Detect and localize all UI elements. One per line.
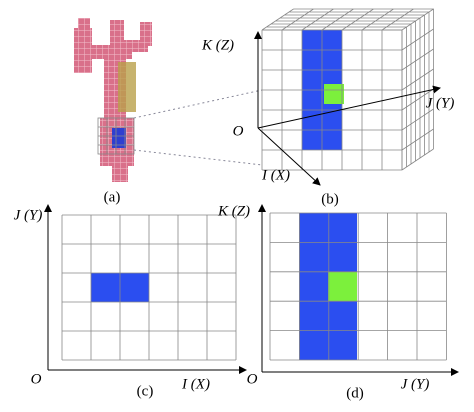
cube-front-grid: [261, 29, 403, 171]
axis-label: I (X): [261, 167, 290, 183]
origin-label: O: [31, 371, 42, 387]
axis-label: J (Y): [14, 207, 43, 223]
origin-label: O: [247, 371, 258, 387]
caption: (b): [321, 191, 339, 207]
grid-2d: [269, 212, 447, 361]
axis-label: K (Z): [217, 203, 250, 219]
axis: [257, 85, 441, 129]
axis: [257, 127, 321, 186]
axis-label: K (Z): [201, 37, 234, 53]
voxel-figure: [74, 18, 263, 182]
grid-2d: [61, 214, 237, 361]
caption: (c): [137, 383, 154, 399]
axis-label: J (Y): [426, 95, 455, 111]
caption: (d): [346, 385, 364, 401]
axis-label: J (Y): [401, 376, 430, 392]
axis-label: I (X): [181, 376, 210, 392]
origin-label: O: [233, 123, 244, 139]
voxel-grid: [261, 8, 434, 171]
caption: (a): [104, 189, 121, 205]
voxel-highlight: [324, 84, 344, 104]
